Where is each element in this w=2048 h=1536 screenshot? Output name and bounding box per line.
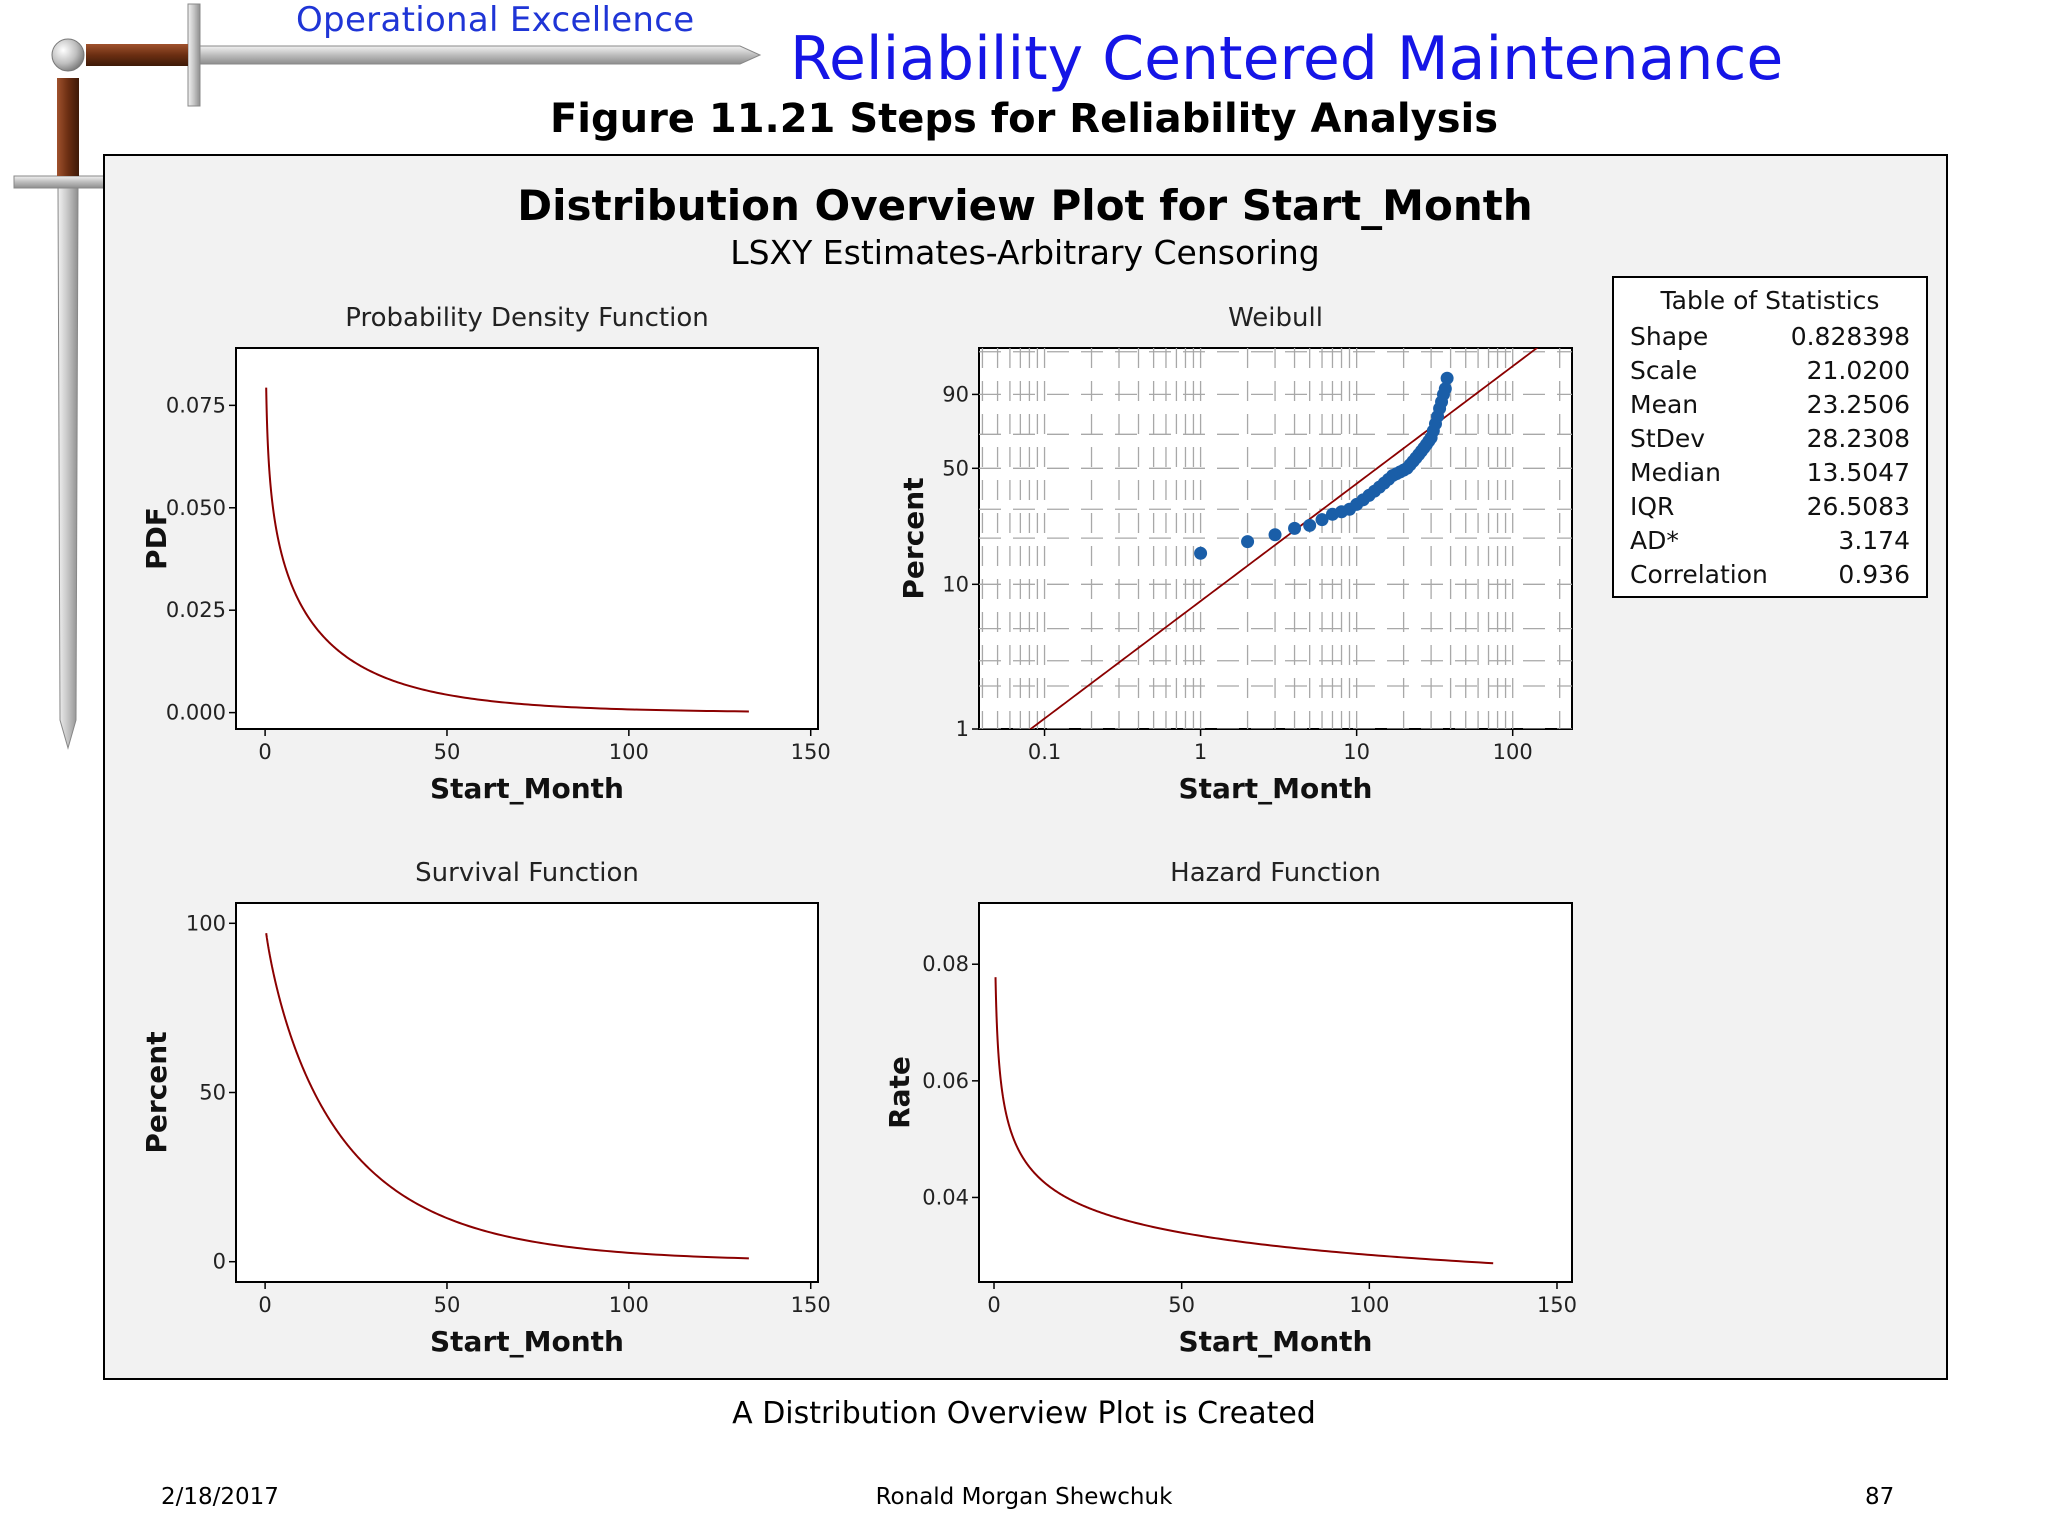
statistic-label: IQR — [1630, 492, 1675, 521]
slide-caption: A Distribution Overview Plot is Created — [732, 1396, 1316, 1431]
grid — [979, 348, 1572, 729]
statistic-label: Mean — [1630, 390, 1699, 419]
chart-panel: Weibull Start_Month 0.1 1 10 100 1 10 50 90 Percen… — [897, 303, 1573, 805]
y-tick-label: 0.000 — [166, 701, 226, 725]
y-tick-label: 50 — [942, 456, 969, 480]
plot-area — [235, 902, 819, 1283]
distribution-overview-plot: Distribution Overview Plot for Start_Mon… — [140, 181, 1577, 1358]
x-tick-label: 0 — [258, 1293, 271, 1317]
x-axis-label: Start_Month — [430, 772, 624, 805]
statistic-value: 0.828398 — [1790, 322, 1910, 351]
x-tick-label: 100 — [609, 740, 649, 764]
footer-page-number: 87 — [1865, 1484, 1895, 1510]
data-point — [1241, 535, 1255, 549]
header-main-title: Reliability Centered Maintenance — [790, 24, 1784, 94]
data-point — [1288, 521, 1302, 535]
statistics-row: Correlation 0.936 — [1614, 558, 1926, 592]
x-tick-label: 150 — [791, 1293, 831, 1317]
x-tick-label: 50 — [1168, 1293, 1195, 1317]
header-small-title: Operational Excellence — [296, 0, 695, 40]
panel-title: Probability Density Function — [345, 303, 708, 333]
series-line — [265, 387, 749, 713]
statistic-label: Correlation — [1630, 560, 1768, 589]
panel-title: Survival Function — [415, 858, 639, 888]
y-tick-label: 1 — [956, 717, 969, 741]
y-tick-label: 0.050 — [166, 496, 226, 520]
x-tick-label: 10 — [1343, 740, 1370, 764]
fit-line — [1029, 348, 1539, 729]
statistic-value: 0.936 — [1838, 560, 1910, 589]
chart-panel: Hazard Function Start_Month 0 50 100 150 0.04 0… — [883, 858, 1577, 1358]
x-tick-label: 0 — [987, 1293, 1000, 1317]
statistic-value: 28.2308 — [1806, 424, 1910, 453]
statistics-table-title: Table of Statistics — [1660, 286, 1880, 315]
statistic-label: StDev — [1630, 424, 1706, 453]
statistic-value: 13.5047 — [1806, 458, 1910, 487]
data-point — [1440, 371, 1454, 385]
statistic-value: 3.174 — [1838, 526, 1910, 555]
statistic-label: Median — [1630, 458, 1721, 487]
plot-area — [978, 902, 1573, 1283]
x-tick-label: 100 — [1349, 1293, 1389, 1317]
y-axis-label: Rate — [883, 1056, 916, 1129]
x-tick-label: 100 — [1493, 740, 1533, 764]
x-tick-label: 100 — [609, 1293, 649, 1317]
series-line — [265, 933, 749, 1260]
y-tick-label: 0 — [213, 1250, 226, 1274]
statistic-label: Scale — [1630, 356, 1698, 385]
x-axis-label: Start_Month — [430, 1325, 624, 1358]
chart-panel: Probability Density Function Start_Month 0… — [140, 303, 831, 805]
y-axis-label: Percent — [897, 477, 930, 599]
x-tick-label: 50 — [434, 740, 461, 764]
y-tick-label: 0.04 — [922, 1185, 969, 1209]
footer-date: 2/18/2017 — [161, 1484, 279, 1510]
x-tick-label: 0 — [258, 740, 271, 764]
y-tick-label: 90 — [942, 382, 969, 406]
statistic-value: 23.2506 — [1806, 390, 1910, 419]
plot-subtitle: LSXY Estimates-Arbitrary Censoring — [730, 233, 1320, 272]
series-line — [994, 977, 1494, 1265]
figure-title: Figure 11.21 Steps for Reliability Analy… — [549, 96, 1499, 142]
data-point — [1268, 528, 1282, 542]
chart-panel: Survival Function Start_Month 0 50 100 150 0 50… — [140, 858, 831, 1358]
statistic-label: AD* — [1630, 526, 1679, 555]
statistics-row: AD* 3.174 — [1614, 524, 1926, 558]
panel-title: Weibull — [1228, 303, 1323, 333]
statistics-row: IQR 26.5083 — [1614, 490, 1926, 524]
x-tick-label: 0.1 — [1028, 740, 1061, 764]
y-tick-label: 0.025 — [166, 598, 226, 622]
y-tick-label: 0.075 — [166, 393, 226, 417]
statistics-row: StDev 28.2308 — [1614, 422, 1926, 456]
statistics-row: Mean 23.2506 — [1614, 388, 1926, 422]
statistics-table: Table of Statistics Shape 0.828398 Scale 2… — [1612, 276, 1928, 598]
x-axis-label: Start_Month — [1179, 772, 1373, 805]
y-tick-label: 0.06 — [922, 1069, 969, 1093]
data-point — [1303, 518, 1317, 532]
plot-title: Distribution Overview Plot for Start_Mon… — [517, 181, 1532, 230]
statistics-row: Scale 21.0200 — [1614, 354, 1926, 388]
statistics-row: Shape 0.828398 — [1614, 320, 1926, 354]
footer-author: Ronald Morgan Shewchuk — [875, 1484, 1173, 1510]
x-tick-label: 1 — [1194, 740, 1207, 764]
statistic-label: Shape — [1630, 322, 1709, 351]
y-tick-label: 10 — [942, 572, 969, 596]
panel-title: Hazard Function — [1170, 858, 1381, 888]
x-axis-label: Start_Month — [1179, 1325, 1373, 1358]
statistic-value: 26.5083 — [1806, 492, 1910, 521]
statistic-value: 21.0200 — [1806, 356, 1910, 385]
y-tick-label: 0.08 — [922, 952, 969, 976]
y-axis-label: PDF — [140, 507, 173, 570]
y-tick-label: 50 — [199, 1081, 226, 1105]
plot-area — [235, 347, 819, 730]
data-point — [1438, 382, 1452, 396]
data-point — [1194, 546, 1208, 560]
y-tick-label: 100 — [186, 911, 226, 935]
x-tick-label: 150 — [1537, 1293, 1577, 1317]
y-axis-label: Percent — [140, 1031, 173, 1153]
x-tick-label: 150 — [791, 740, 831, 764]
data-point — [1315, 513, 1329, 527]
statistics-row: Median 13.5047 — [1614, 456, 1926, 490]
x-tick-label: 50 — [434, 1293, 461, 1317]
